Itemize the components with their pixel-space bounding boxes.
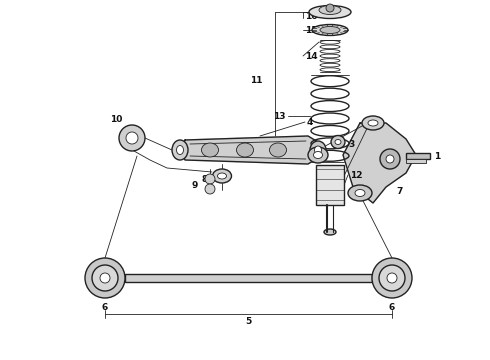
Text: 2: 2	[315, 168, 321, 177]
Ellipse shape	[320, 27, 340, 33]
Circle shape	[205, 184, 215, 194]
Ellipse shape	[308, 147, 328, 163]
Text: 14: 14	[305, 51, 318, 60]
Text: 5: 5	[245, 318, 252, 327]
Text: 8: 8	[202, 175, 208, 184]
Bar	[406, 153, 430, 159]
Ellipse shape	[348, 185, 372, 201]
Bar	[406, 159, 426, 163]
Circle shape	[126, 132, 138, 144]
Text: 10: 10	[110, 116, 122, 125]
Bar	[316, 165, 344, 205]
Ellipse shape	[270, 143, 287, 157]
Circle shape	[205, 174, 215, 184]
Ellipse shape	[309, 5, 351, 18]
Circle shape	[379, 265, 405, 291]
Text: 15: 15	[305, 26, 318, 35]
Ellipse shape	[310, 141, 326, 159]
Text: 7: 7	[396, 186, 402, 195]
Text: 1: 1	[434, 152, 440, 161]
Polygon shape	[180, 136, 318, 164]
Ellipse shape	[335, 140, 341, 144]
Ellipse shape	[324, 229, 336, 235]
Circle shape	[119, 125, 145, 151]
Ellipse shape	[368, 120, 378, 126]
Circle shape	[92, 265, 118, 291]
Ellipse shape	[362, 116, 384, 130]
Ellipse shape	[355, 189, 365, 197]
Text: 12: 12	[350, 171, 363, 180]
Polygon shape	[343, 123, 416, 203]
Ellipse shape	[319, 5, 341, 14]
Ellipse shape	[172, 140, 188, 160]
Ellipse shape	[218, 173, 226, 179]
Text: 16: 16	[305, 12, 318, 21]
Text: 11: 11	[250, 76, 263, 85]
Ellipse shape	[312, 24, 348, 36]
Text: 13: 13	[273, 112, 286, 121]
Ellipse shape	[176, 145, 183, 154]
Text: 6: 6	[389, 303, 395, 312]
Bar	[125, 274, 372, 282]
Circle shape	[100, 273, 110, 283]
Ellipse shape	[315, 146, 321, 154]
Circle shape	[326, 4, 334, 12]
Ellipse shape	[201, 143, 219, 157]
Circle shape	[380, 149, 400, 169]
Ellipse shape	[213, 169, 231, 183]
Circle shape	[386, 155, 394, 163]
Text: 6: 6	[102, 303, 108, 312]
Ellipse shape	[331, 135, 345, 149]
Circle shape	[85, 258, 125, 298]
Circle shape	[372, 258, 412, 298]
Ellipse shape	[237, 143, 253, 157]
Text: 9: 9	[192, 180, 198, 189]
Text: 3: 3	[348, 140, 354, 149]
Circle shape	[387, 273, 397, 283]
Text: 4: 4	[307, 117, 314, 126]
Ellipse shape	[314, 152, 322, 158]
